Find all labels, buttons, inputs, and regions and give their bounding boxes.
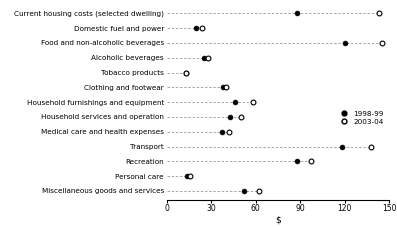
X-axis label: $: $ bbox=[275, 216, 281, 225]
Point bbox=[223, 86, 229, 89]
Point bbox=[199, 26, 206, 30]
Point bbox=[193, 26, 200, 30]
Point bbox=[218, 130, 225, 133]
Point bbox=[376, 12, 382, 15]
Point bbox=[184, 174, 191, 178]
Point bbox=[232, 100, 238, 104]
Point bbox=[187, 174, 194, 178]
Point bbox=[227, 115, 234, 119]
Point bbox=[294, 160, 301, 163]
Point bbox=[307, 160, 314, 163]
Point bbox=[205, 56, 212, 60]
Point bbox=[378, 41, 385, 45]
Point bbox=[183, 71, 189, 74]
Point bbox=[250, 100, 256, 104]
Point bbox=[294, 12, 301, 15]
Point bbox=[339, 145, 345, 148]
Point bbox=[341, 41, 348, 45]
Point bbox=[238, 115, 244, 119]
Point bbox=[368, 145, 374, 148]
Point bbox=[220, 86, 226, 89]
Point bbox=[200, 56, 207, 60]
Legend: 1998-99, 2003-04: 1998-99, 2003-04 bbox=[335, 109, 385, 126]
Point bbox=[183, 71, 189, 74]
Point bbox=[255, 189, 262, 193]
Point bbox=[226, 130, 232, 133]
Point bbox=[241, 189, 247, 193]
